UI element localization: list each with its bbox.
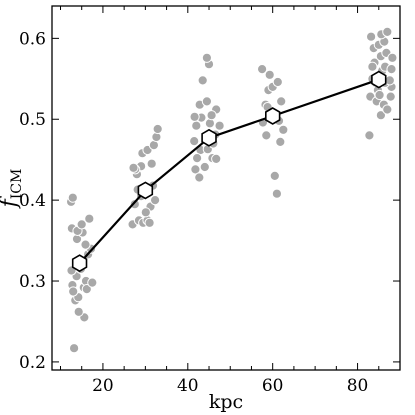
data-point [69,343,80,354]
x-tick-label: 20 [92,376,114,396]
data-point [366,31,377,42]
data-point [382,104,393,115]
plot-frame [51,5,401,371]
data-point [374,89,385,101]
y-tick-label: 0.4 [19,191,46,211]
data-point [272,76,283,88]
data-point [276,96,287,107]
y-tick-label: 0.2 [19,353,46,373]
data-point [261,130,272,141]
y-axis-label: fICM [0,169,25,210]
tick-labels: 20 40 60 80 0.2 0.3 0.4 0.5 0.6 [19,29,368,396]
mean-marker [137,181,154,200]
data-point [375,110,386,121]
data-point [201,52,212,63]
data-point [384,75,395,86]
data-point [382,26,393,37]
y-tick-label: 0.5 [19,110,46,130]
data-point [192,153,203,164]
data-point [189,111,200,122]
data-point [67,192,78,203]
mean-marker [201,128,217,147]
mean-markers [71,70,387,273]
data-point [129,199,140,210]
data-point [204,118,215,129]
data-point [76,219,87,230]
data-point [84,213,95,224]
mean-marker [371,70,387,89]
data-point [269,170,280,181]
data-point [211,153,222,164]
x-tick-label: 60 [262,376,284,396]
data-point [128,162,139,173]
data-point [201,96,212,107]
data-point [81,284,92,295]
x-axis-label: kpc [209,391,243,413]
data-point [152,123,163,135]
ticks [52,6,401,370]
data-point [387,52,398,63]
data-point [275,136,286,147]
data-point [264,69,275,80]
data-point [194,172,205,183]
data-point [257,64,268,75]
data-point [197,75,208,86]
data-point [144,217,155,228]
mean-marker [264,107,281,125]
data-point [199,161,210,173]
data-point [214,120,225,131]
data-point [386,64,397,75]
mean-marker [71,254,88,273]
y-tick-label: 0.6 [19,29,46,49]
data-point [87,277,98,288]
data-point [146,158,157,169]
data-point [80,239,91,250]
scatter-points [66,26,398,354]
y-tick-label: 0.3 [19,272,46,292]
data-point [191,120,202,131]
x-tick-label: 40 [177,376,199,396]
data-point [140,207,151,218]
data-point [68,286,79,297]
data-point [150,195,161,206]
mean-line-layer [78,78,380,264]
data-point [364,130,375,141]
data-point [385,91,396,102]
data-point [73,306,84,317]
data-point [189,136,200,147]
data-point [190,164,201,175]
data-point [206,110,217,121]
mean-line [78,78,380,264]
x-tick-label: 80 [347,376,369,396]
data-point [271,188,282,199]
data-point [278,124,289,135]
y-axis-label-sub: ICM [9,169,25,200]
data-point [367,61,378,72]
